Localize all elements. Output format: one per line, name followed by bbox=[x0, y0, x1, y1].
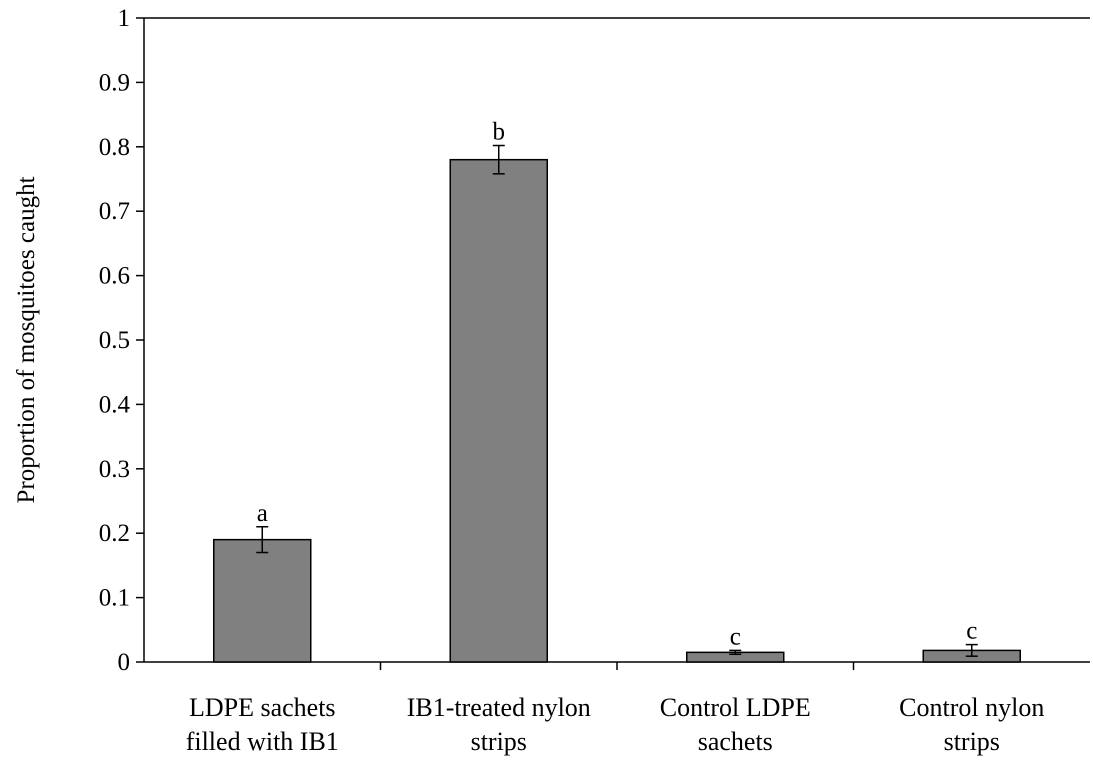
y-tick-label: 0.2 bbox=[99, 520, 130, 547]
x-category-label: Control nylon bbox=[899, 693, 1044, 722]
y-tick-label: 1 bbox=[118, 5, 131, 32]
x-category-label: IB1-treated nylon bbox=[407, 693, 591, 722]
y-tick-label: 0.6 bbox=[99, 263, 130, 290]
x-category-label: Control LDPE bbox=[660, 693, 811, 722]
x-category-label: strips bbox=[944, 727, 1000, 756]
y-tick-label: 0.3 bbox=[99, 456, 130, 483]
y-tick-label: 0.4 bbox=[99, 391, 131, 418]
significance-label: c bbox=[966, 618, 977, 645]
y-tick-label: 0.7 bbox=[99, 198, 130, 225]
y-tick-label: 0.1 bbox=[99, 585, 130, 612]
significance-label: b bbox=[493, 119, 506, 146]
y-tick-label: 0 bbox=[118, 649, 131, 676]
significance-label: c bbox=[730, 623, 741, 650]
y-tick-label: 0.5 bbox=[99, 327, 130, 354]
y-tick-label: 0.8 bbox=[99, 134, 130, 161]
x-category-label: filled with IB1 bbox=[186, 727, 339, 756]
y-tick-label: 0.9 bbox=[99, 69, 130, 96]
significance-label: a bbox=[257, 500, 268, 527]
x-category-label: sachets bbox=[698, 727, 773, 756]
plot-area: 0 0.1 0.2 0.3 0.4 0.5 0.6 0.7 0.8 0.9 1 a LDPE sache… bbox=[99, 5, 1090, 756]
x-category-label: LDPE sachets bbox=[189, 693, 336, 722]
x-category-label: strips bbox=[471, 727, 527, 756]
bar bbox=[449, 158, 548, 663]
y-axis-title: Proportion of mosquitoes caught bbox=[13, 176, 40, 503]
bar bbox=[213, 538, 312, 663]
